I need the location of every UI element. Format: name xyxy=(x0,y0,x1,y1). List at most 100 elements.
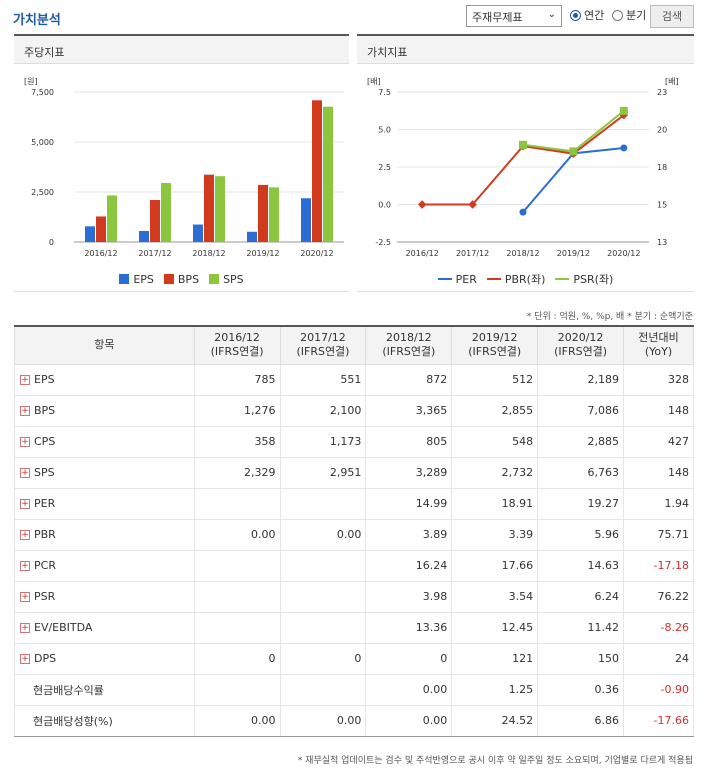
legend-item[interactable]: BPS xyxy=(163,272,200,286)
value-cell: 3,289 xyxy=(365,456,453,489)
bar-eps xyxy=(301,198,311,242)
value-cell: 1,173 xyxy=(279,425,367,458)
legend-swatch xyxy=(163,274,174,284)
expand-plus-icon[interactable]: + xyxy=(20,530,30,540)
expand-plus-icon[interactable]: + xyxy=(20,623,30,633)
value-cell: 0.36 xyxy=(537,673,625,706)
value-cell: 0 xyxy=(279,642,367,675)
legend-swatch xyxy=(437,278,452,280)
row-label-cell[interactable]: + EPS xyxy=(14,363,195,396)
bar-sps xyxy=(269,187,279,242)
value-cell: 13.36 xyxy=(365,611,453,644)
legend-item[interactable]: EPS xyxy=(119,273,154,286)
x-tick-label: 2018/12 xyxy=(192,249,225,258)
y-left-tick-label: 2.5 xyxy=(378,163,391,172)
statement-type-select[interactable]: 주재무제표 ⌄ xyxy=(466,5,562,27)
radio-annual-label: 연간 xyxy=(584,9,605,22)
row-label-cell[interactable]: + PSR xyxy=(14,580,195,613)
legend-swatch xyxy=(555,278,570,280)
radio-quarter[interactable]: 분기 xyxy=(612,7,646,23)
expand-plus-icon[interactable]: + xyxy=(20,592,30,602)
value-cell: 1.25 xyxy=(451,673,539,706)
yoy-cell: 75.71 xyxy=(623,518,694,551)
value-cell: 0 xyxy=(365,642,453,675)
header-item: 항목 xyxy=(14,325,195,365)
x-tick-label: 2019/12 xyxy=(557,249,590,258)
table-row: 현금배당수익률 0.00 1.25 0.36 -0.90 xyxy=(14,673,694,706)
y-axis-unit: [원] xyxy=(24,77,38,86)
table-header-row: 항목 2016/12 (IFRS연결) 2017/12 (IFRS연결) 2018/12(… xyxy=(14,325,694,365)
table-row: + CPS 358 1,173 805 548 2,885 427 xyxy=(14,425,694,458)
bar-eps xyxy=(139,230,149,242)
row-label: BPS xyxy=(34,404,56,417)
row-label: EPS xyxy=(34,373,55,386)
point-per xyxy=(620,144,628,152)
y-axis-left-unit: [배] xyxy=(367,77,381,86)
point-psr xyxy=(619,106,628,115)
y-right-tick-label: 13 xyxy=(657,238,667,247)
y-right-tick-label: 18 xyxy=(657,163,667,172)
legend-item[interactable]: PER xyxy=(437,273,477,286)
row-label-cell[interactable]: + PBR xyxy=(14,518,195,551)
table-row: + EV/EBITDA 13.36 12.45 11.42 -8.26 xyxy=(14,611,694,644)
per-share-bar-chart: [원] 0 2,500 5,000 7,500 2016/12 2017/12 2018/1… xyxy=(24,77,344,258)
point-psr xyxy=(569,147,578,156)
value-cell xyxy=(193,580,281,613)
yoy-cell: -17.66 xyxy=(623,704,694,737)
yoy-cell: 24 xyxy=(623,642,694,675)
bar-sps xyxy=(107,195,117,242)
value-cell: 2,885 xyxy=(537,425,625,458)
point-pbr xyxy=(417,200,427,209)
row-label-cell[interactable]: + EV/EBITDA xyxy=(14,611,195,644)
yoy-cell: 1.94 xyxy=(623,487,694,520)
legend-item[interactable]: SPS xyxy=(209,273,244,286)
expand-plus-icon[interactable]: + xyxy=(20,406,30,416)
value-cell xyxy=(279,549,367,582)
expand-plus-icon[interactable]: + xyxy=(20,499,30,509)
value-cell: 0.00 xyxy=(193,704,281,737)
row-label: PBR xyxy=(34,528,56,541)
value-cell: 0.00 xyxy=(193,518,281,551)
unit-note: * 단위 : 억원, %, %p, 배 * 분기 : 순액기준 xyxy=(526,312,693,322)
value-cell: 5.96 xyxy=(537,518,625,551)
header-period: 2020/12 (IFRS연결) xyxy=(537,325,625,365)
row-label: 현금배당수익률 xyxy=(33,683,104,697)
point-psr xyxy=(519,140,527,149)
search-button[interactable]: 검색 xyxy=(650,5,694,28)
table-row: + DPS 0 0 0 121 150 24 xyxy=(14,642,694,675)
row-label-cell[interactable]: + BPS xyxy=(14,394,195,427)
legend-item[interactable]: PSR(좌) xyxy=(555,271,613,287)
row-label-cell[interactable]: + DPS xyxy=(14,642,195,675)
expand-plus-icon[interactable]: + xyxy=(20,561,30,571)
row-label-cell[interactable]: + CPS xyxy=(14,425,195,458)
value-cell: 548 xyxy=(451,425,539,458)
row-label-cell[interactable]: + PER xyxy=(14,487,195,520)
radio-annual[interactable]: 연간 xyxy=(570,7,604,23)
table-row: + EPS 785 551 872 512 2,189 328 xyxy=(14,363,694,396)
legend-label: BPS xyxy=(177,272,200,286)
row-label-cell[interactable]: + SPS xyxy=(14,456,195,489)
expand-plus-icon[interactable]: + xyxy=(20,437,30,447)
bar-eps xyxy=(85,226,95,242)
expand-plus-icon[interactable]: + xyxy=(20,654,30,664)
bar-bps xyxy=(150,200,160,242)
x-tick-label: 2020/12 xyxy=(607,249,640,258)
value-cell: 551 xyxy=(279,363,367,396)
header-period: 2019/12 (IFRS연결) xyxy=(451,325,539,365)
value-cell: 17.66 xyxy=(451,549,539,582)
radio-selected-icon xyxy=(570,9,581,21)
value-cell: 2,951 xyxy=(279,456,367,489)
x-tick-label: 2017/12 xyxy=(138,249,171,258)
row-label-cell[interactable]: + PCR xyxy=(14,549,195,582)
y-right-tick-label: 23 xyxy=(657,88,667,97)
x-tick-label: 2016/12 xyxy=(84,249,117,258)
expand-plus-icon[interactable]: + xyxy=(20,375,30,385)
header-period: 2016/12 (IFRS연결) xyxy=(193,325,281,365)
expand-plus-icon[interactable]: + xyxy=(20,468,30,478)
header-period: 2017/12 (IFRS연결) xyxy=(279,325,367,365)
row-label: 현금배당성향(%) xyxy=(33,714,113,728)
legend-item[interactable]: PBR(좌) xyxy=(486,271,545,287)
table-row: + BPS 1,276 2,100 3,365 2,855 7,086 148 xyxy=(14,394,694,427)
value-cell: 3.54 xyxy=(451,580,539,613)
value-cell xyxy=(193,549,281,582)
